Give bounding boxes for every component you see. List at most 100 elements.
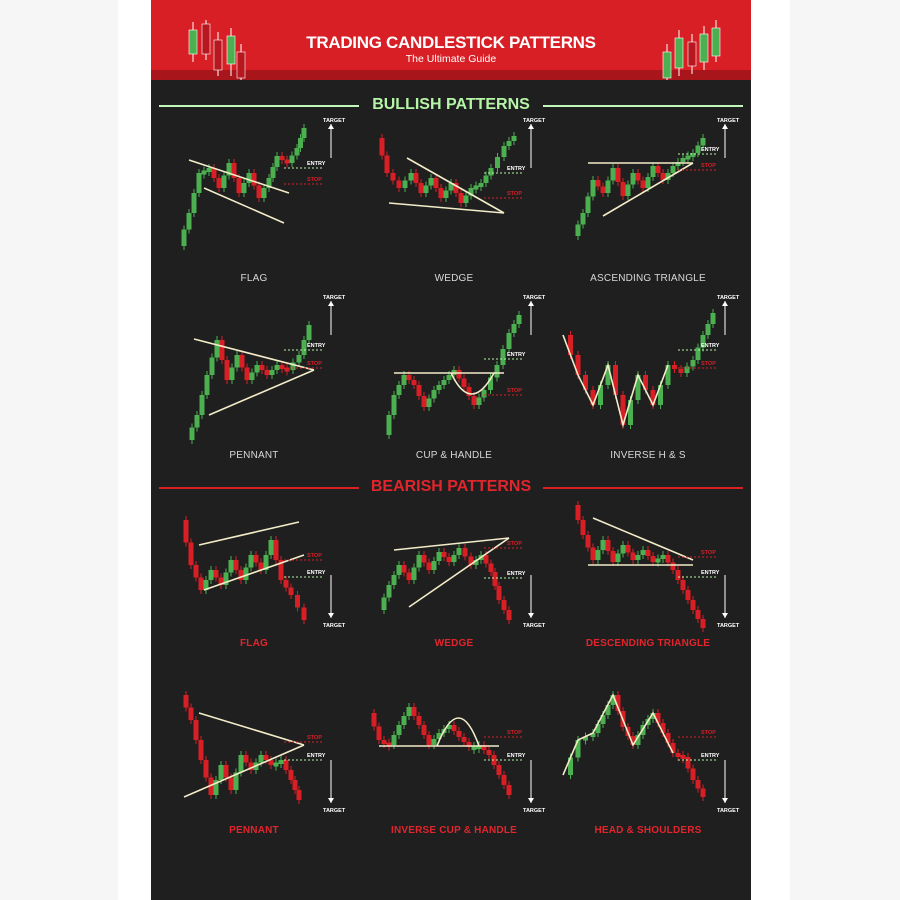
- bear-candle: [501, 600, 507, 610]
- bull-candle: [658, 385, 663, 405]
- pattern-chart: ENTRY STOP TARGET: [379, 118, 546, 214]
- bull-candle: [494, 365, 500, 378]
- bull-candle: [402, 180, 408, 188]
- bull-candle: [201, 170, 207, 175]
- trendline: [203, 187, 285, 224]
- target-arrow-head: [528, 613, 534, 618]
- bull-candle: [391, 575, 397, 585]
- bear-candle: [251, 173, 257, 186]
- target-arrow-head: [528, 301, 534, 306]
- target-label: TARGET: [523, 118, 546, 124]
- bear-candle: [278, 560, 284, 580]
- entry-label: ENTRY: [507, 571, 526, 577]
- pattern-chart: ENTRY STOP TARGET: [183, 691, 346, 814]
- bull-candle: [206, 168, 212, 172]
- bear-candle: [695, 610, 701, 619]
- bull-candle: [423, 185, 429, 193]
- bear-candle: [610, 551, 616, 562]
- bull-candle: [684, 366, 690, 373]
- bull-candle: [401, 375, 407, 385]
- trendline: [408, 537, 510, 608]
- bear-candle: [301, 607, 307, 620]
- bull-candle: [598, 385, 603, 405]
- entry-label: ENTRY: [701, 570, 720, 576]
- bull-candle: [436, 552, 442, 561]
- pattern-chart: ENTRY STOP TARGET: [562, 691, 740, 814]
- bullish-pattern-panel: ENTRY STOP TARGET PENNANT: [159, 295, 349, 465]
- bull-candle: [568, 757, 573, 775]
- bear-candle: [426, 562, 432, 570]
- trendline: [198, 712, 305, 746]
- bull-candle: [468, 188, 474, 196]
- bull-candle: [218, 765, 224, 780]
- bear-candle: [672, 365, 677, 369]
- bull-candle: [249, 372, 255, 380]
- bull-candle: [605, 180, 611, 193]
- bearish-pattern-panel: ENTRY STOP TARGET WEDGE: [359, 500, 549, 670]
- bear-candle: [279, 156, 285, 160]
- bear-candle: [238, 570, 244, 580]
- poster: TRADING CANDLESTICK PATTERNS The Ultimat…: [151, 0, 751, 900]
- bear-candle: [438, 188, 444, 198]
- bull-candle: [710, 313, 716, 324]
- target-label: TARGET: [717, 623, 740, 629]
- bear-candle: [685, 590, 691, 600]
- trendline: [592, 517, 694, 561]
- bull-candle: [615, 553, 621, 562]
- bear-candle: [501, 775, 507, 785]
- bear-candle: [675, 753, 681, 757]
- bull-candle: [263, 555, 269, 570]
- entry-label: ENTRY: [507, 352, 526, 358]
- stop-label: STOP: [701, 163, 716, 169]
- bull-candle: [488, 377, 493, 390]
- bull-candle: [223, 572, 229, 585]
- bull-candle: [590, 733, 596, 737]
- pattern-name: CUP & HANDLE: [415, 450, 493, 461]
- bear-candle: [379, 138, 385, 156]
- bear-candle: [635, 173, 641, 181]
- bear-candle: [456, 731, 462, 737]
- bear-candle: [273, 540, 279, 560]
- bull-candle: [194, 415, 200, 428]
- bull-candle: [208, 570, 214, 580]
- bearish-pattern-panel: ENTRY STOP TARGET PENNANT: [159, 685, 349, 855]
- pattern-name: PENNANT: [229, 825, 279, 836]
- bear-candle: [292, 780, 298, 790]
- target-arrow-head: [328, 301, 334, 306]
- stop-label: STOP: [307, 177, 322, 183]
- pattern-name: DESCENDING TRIANGLE: [585, 638, 711, 649]
- bull-candle: [221, 175, 227, 188]
- bear-candle: [458, 193, 464, 203]
- bearish-pattern-panel: ENTRY STOP TARGET HEAD & SHOULDERS: [553, 685, 743, 855]
- bull-candle: [625, 184, 631, 196]
- bear-candle: [585, 535, 591, 548]
- bull-candle: [650, 713, 656, 719]
- bear-candle: [680, 580, 686, 590]
- divider-left: [159, 487, 359, 489]
- target-arrow-head: [528, 798, 534, 803]
- stop-label: STOP: [307, 553, 322, 559]
- pattern-chart: ENTRY STOP TARGET: [575, 501, 740, 632]
- bull-candle: [234, 355, 240, 368]
- bear-candle: [256, 185, 262, 198]
- bear-candle: [615, 168, 621, 182]
- bear-candle: [685, 757, 691, 769]
- bull-candle: [278, 760, 284, 764]
- bull-candle: [386, 415, 392, 435]
- bear-candle: [600, 186, 606, 193]
- bull-candle: [241, 183, 247, 193]
- bear-candle: [416, 385, 422, 396]
- pattern-chart: ENTRY STOP TARGET: [181, 118, 346, 250]
- target-label: TARGET: [717, 118, 740, 124]
- bear-candle: [680, 755, 686, 759]
- bullish-pattern-panel: ENTRY STOP TARGET WEDGE: [359, 118, 549, 288]
- bear-candle: [236, 178, 242, 193]
- divider-right: [543, 487, 743, 489]
- bull-candle: [301, 340, 307, 355]
- target-label: TARGET: [323, 118, 346, 124]
- bear-candle: [295, 595, 300, 608]
- stop-label: STOP: [307, 735, 322, 741]
- trendline: [208, 369, 315, 416]
- trendline: [393, 537, 510, 551]
- bull-candle: [189, 427, 195, 440]
